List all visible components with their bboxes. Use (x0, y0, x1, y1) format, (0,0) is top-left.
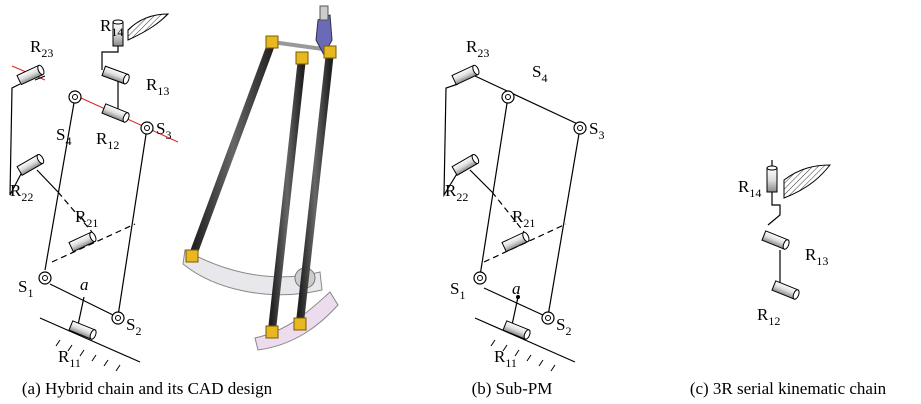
caption: (b) Sub-PM (472, 379, 553, 398)
label-sub: 11 (69, 356, 81, 370)
joint-cylinder (17, 153, 45, 175)
joint-label: a (80, 275, 89, 294)
spherical-joint-ball (116, 316, 121, 321)
label-sub: 3 (165, 128, 171, 142)
joint-label: R12 (96, 129, 119, 152)
label-main: S (126, 315, 135, 334)
joint-label: S3 (156, 119, 171, 142)
label-sub: 1 (27, 286, 33, 300)
label-main: R (445, 181, 457, 200)
spherical-joint-ball (578, 126, 583, 131)
joint-label: R22 (10, 181, 33, 204)
label-main: R (494, 347, 506, 366)
label-sub: 23 (477, 46, 489, 60)
label-sub: 2 (565, 324, 571, 338)
joint-cylinder (17, 64, 45, 84)
label-main: S (450, 279, 459, 298)
cad-design (183, 6, 338, 350)
joint-label: R11 (494, 347, 517, 370)
label-main: R (738, 177, 750, 196)
joint-cylinder (452, 153, 480, 175)
label-sub: 21 (86, 216, 98, 230)
label-main: S (532, 62, 541, 81)
caption: (a) Hybrid chain and its CAD design (22, 379, 273, 398)
caption: (c) 3R serial kinematic chain (690, 379, 887, 398)
label-main: R (805, 245, 817, 264)
joint-label: S3 (589, 119, 604, 142)
joint-cylinder (772, 281, 800, 300)
joint-label: R12 (757, 305, 780, 328)
label-main: R (30, 37, 42, 56)
spherical-joint-ball (478, 276, 483, 281)
figure: R14R23R13S4R12S3R22R21S1aS2R11R23S4S3R22… (0, 0, 921, 404)
label-sub: 14 (749, 186, 761, 200)
joint-label: a (512, 279, 521, 298)
cylinder-body (767, 168, 777, 192)
joint-cylinder (762, 231, 790, 250)
label-main: R (96, 129, 108, 148)
joint-label: R11 (58, 347, 81, 370)
joint-label: R14 (738, 177, 761, 200)
joint-label: R23 (30, 37, 53, 60)
label-sub: 13 (157, 84, 169, 98)
label-main: R (100, 16, 112, 35)
label-sub: 2 (135, 324, 141, 338)
label-sub: 4 (541, 71, 547, 85)
joint-cylinder (767, 166, 777, 192)
joint-label: S1 (450, 279, 465, 302)
joint-label: R22 (445, 181, 468, 204)
label-sub: 4 (65, 134, 71, 148)
label-main: R (512, 207, 524, 226)
joint-label: S2 (556, 315, 571, 338)
label-main: R (146, 75, 158, 94)
joint-cylinder (102, 104, 130, 123)
joint-label: R21 (75, 207, 98, 230)
label-sub: 14 (111, 25, 123, 39)
label-sub: 22 (456, 190, 468, 204)
spherical-joint-ball (145, 126, 150, 131)
label-main: R (10, 181, 22, 200)
joint-cylinder (69, 231, 97, 251)
joint-label: S2 (126, 315, 141, 338)
joint-label: R13 (805, 245, 828, 268)
joint-label: R14 (100, 16, 123, 39)
joint-label: S1 (18, 277, 33, 300)
cylinder-cap (113, 20, 123, 24)
label-sub: 12 (768, 314, 780, 328)
label-main: R (75, 207, 87, 226)
joint-label: R23 (466, 37, 489, 60)
joint-label: S4 (532, 62, 547, 85)
joint-cylinder (452, 64, 480, 84)
label-main: R (757, 305, 769, 324)
label-sub: 11 (505, 356, 517, 370)
label-main: S (156, 119, 165, 138)
label-sub: 1 (459, 288, 465, 302)
label-sub: 12 (107, 138, 119, 152)
label-main: R (466, 37, 478, 56)
spherical-joint-ball (506, 95, 511, 100)
label-sub: 22 (21, 190, 33, 204)
label-sub: 23 (41, 46, 53, 60)
joint-cylinder (102, 66, 130, 84)
label-main: S (589, 119, 598, 138)
label-sub: 3 (598, 128, 604, 142)
label-sub: 13 (816, 254, 828, 268)
label-main: S (56, 125, 65, 144)
spherical-joint-ball (73, 95, 78, 100)
joint-label: R21 (512, 207, 535, 230)
label-main: a (512, 279, 521, 298)
joint-cylinder (502, 231, 530, 251)
label-main: S (18, 277, 27, 296)
label-main: R (58, 347, 70, 366)
spherical-joint-ball (546, 316, 551, 321)
label-main: S (556, 315, 565, 334)
spherical-joint-ball (43, 276, 48, 281)
label-main: a (80, 275, 89, 294)
cylinder-cap (767, 166, 777, 170)
joint-label: R13 (146, 75, 169, 98)
label-sub: 21 (523, 216, 535, 230)
